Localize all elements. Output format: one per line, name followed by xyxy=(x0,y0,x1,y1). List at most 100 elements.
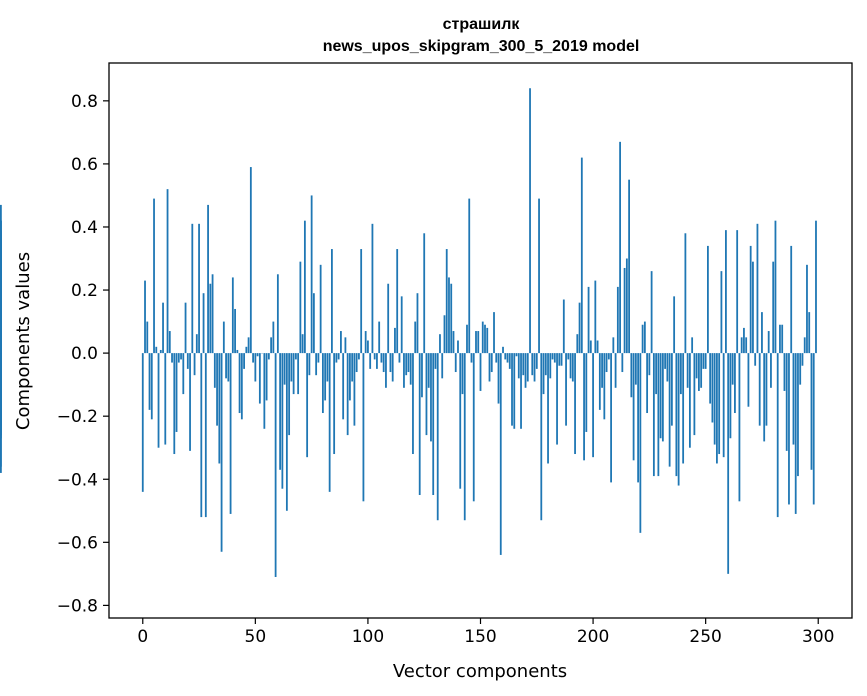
bar xyxy=(556,353,558,445)
bar xyxy=(779,324,781,354)
bar xyxy=(171,353,173,363)
bar xyxy=(216,353,218,426)
bar xyxy=(707,245,709,354)
bar xyxy=(342,353,345,420)
bar xyxy=(772,261,775,354)
bar xyxy=(236,349,239,354)
bar xyxy=(578,302,581,354)
bar xyxy=(623,267,626,354)
bar xyxy=(191,223,194,354)
bar xyxy=(684,233,687,354)
bar xyxy=(641,324,644,354)
bar xyxy=(752,261,754,354)
bar xyxy=(186,353,189,369)
bar xyxy=(522,353,525,376)
bar xyxy=(788,353,790,505)
bar xyxy=(725,230,727,354)
bar xyxy=(466,324,468,354)
y-tick-label: −0.4 xyxy=(57,470,98,490)
bar xyxy=(603,353,606,420)
bar xyxy=(634,353,637,385)
x-tick-label: 100 xyxy=(352,627,384,647)
bar xyxy=(189,353,191,451)
bar xyxy=(396,249,399,354)
bar xyxy=(495,353,498,363)
bar xyxy=(324,353,327,401)
bar xyxy=(376,353,378,369)
bar xyxy=(450,283,453,354)
bar xyxy=(414,321,417,354)
bar xyxy=(598,353,601,410)
bar xyxy=(515,353,518,357)
bar xyxy=(529,88,531,354)
bar xyxy=(704,353,707,369)
y-tick-label: 0.4 xyxy=(71,218,98,238)
bar xyxy=(430,353,432,442)
bar xyxy=(774,220,777,354)
bar xyxy=(486,327,489,354)
bar xyxy=(394,327,396,354)
bar xyxy=(479,353,482,391)
bar xyxy=(668,353,671,467)
bar xyxy=(614,353,617,388)
y-tick-label: 0.2 xyxy=(71,281,98,301)
bar xyxy=(700,353,703,388)
bar xyxy=(605,353,608,373)
bar xyxy=(688,353,691,448)
bar xyxy=(808,312,811,354)
bar xyxy=(439,334,441,354)
bar xyxy=(369,353,372,369)
bar xyxy=(240,353,243,420)
x-axis-label: Vector components xyxy=(393,661,567,682)
y-tick-label: 0.8 xyxy=(71,92,98,112)
bar xyxy=(279,353,282,470)
bar xyxy=(234,308,236,354)
bar xyxy=(776,353,779,518)
bar xyxy=(677,353,680,486)
bar xyxy=(141,353,144,492)
bar xyxy=(670,353,673,426)
bar xyxy=(538,198,540,354)
bar xyxy=(810,353,813,470)
bar xyxy=(276,274,279,354)
bar xyxy=(639,353,642,533)
bar xyxy=(441,353,444,379)
bar xyxy=(367,340,369,354)
bar xyxy=(326,353,329,382)
y-axis-label: Components values xyxy=(13,252,34,430)
bar xyxy=(686,353,689,388)
bar xyxy=(297,353,300,395)
bar xyxy=(457,340,459,354)
bar xyxy=(803,337,806,354)
bar xyxy=(331,249,333,354)
x-tick-label: 250 xyxy=(689,627,721,647)
bar xyxy=(155,346,158,354)
bar xyxy=(294,353,297,360)
bar xyxy=(349,353,351,401)
bar xyxy=(310,195,313,354)
bar xyxy=(661,353,664,442)
bar xyxy=(497,353,500,404)
bar xyxy=(267,353,270,360)
bar xyxy=(263,353,266,429)
bar xyxy=(148,353,151,410)
y-tick-label: 0.6 xyxy=(71,155,98,175)
bar xyxy=(630,353,633,398)
bar xyxy=(150,353,153,420)
x-tick-label: 200 xyxy=(577,627,609,647)
bar xyxy=(655,353,658,395)
bar xyxy=(799,353,802,385)
bar xyxy=(743,327,745,354)
bar xyxy=(243,353,245,369)
y-tick-label: 0.0 xyxy=(71,344,98,364)
bar xyxy=(560,353,563,366)
bar xyxy=(792,353,795,445)
bar xyxy=(517,353,520,379)
bar xyxy=(761,312,763,354)
bar xyxy=(387,283,390,354)
bar xyxy=(646,353,649,414)
bar xyxy=(806,264,808,354)
y-tick-label: −0.2 xyxy=(57,407,98,427)
bar xyxy=(754,353,757,366)
bar xyxy=(801,353,804,366)
